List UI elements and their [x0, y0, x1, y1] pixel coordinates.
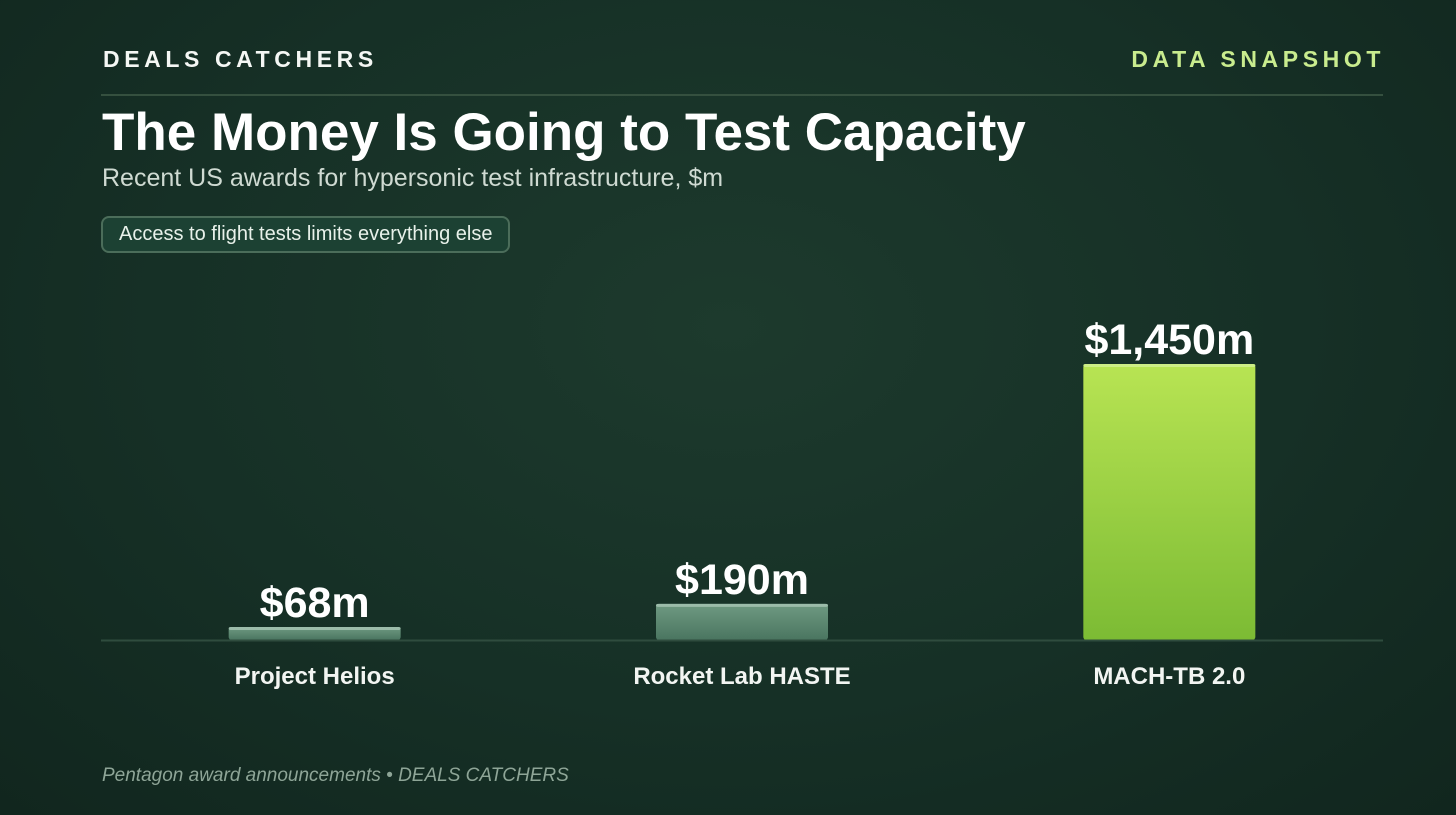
source-footnote: Pentagon award announcements • DEALS CAT… [102, 765, 569, 786]
bar-project-helios [228, 627, 401, 640]
chart-title: The Money Is Going to Test Capacity [102, 103, 1026, 162]
category-label-mach-tb-2-0: MACH-TB 2.0 [1093, 663, 1245, 690]
bar-cap-project-helios [228, 627, 401, 631]
bar-cap-rocket-lab-haste [656, 603, 828, 607]
bar-mach-tb-2-0 [1083, 364, 1256, 640]
value-label-rocket-lab-haste: $190m [675, 556, 809, 604]
bar-cap-mach-tb-2-0 [1083, 364, 1256, 367]
header-divider [101, 94, 1383, 96]
value-label-mach-tb-2-0: $1,450m [1084, 316, 1254, 364]
brand-name: DEALS CATCHERS [103, 46, 378, 72]
category-label-project-helios: Project Helios [235, 663, 395, 690]
callout-badge: Access to flight tests limits everything… [101, 216, 511, 253]
chart-subtitle: Recent US awards for hypersonic test inf… [102, 164, 724, 192]
section-tag: DATA SNAPSHOT [1131, 46, 1385, 72]
category-label-rocket-lab-haste: Rocket Lab HASTE [633, 663, 850, 690]
value-label-project-helios: $68m [260, 579, 370, 627]
bar-rocket-lab-haste [656, 603, 828, 640]
